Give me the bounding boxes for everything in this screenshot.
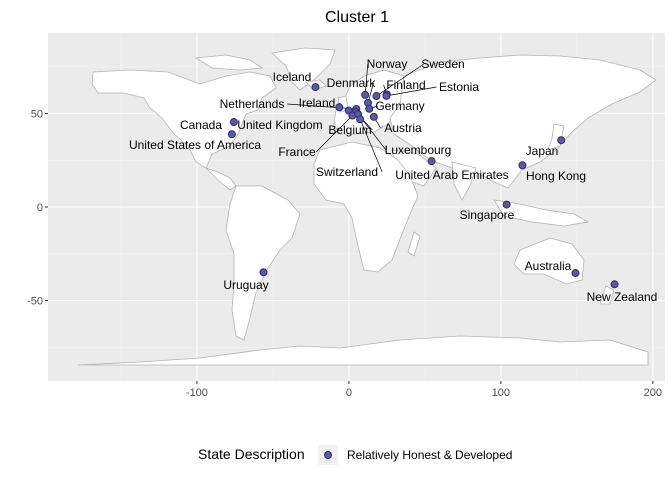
point-japan [557, 136, 566, 145]
point-label-iceland: Iceland [273, 70, 312, 84]
point-label-sweden: Sweden [421, 57, 464, 71]
land-australia [513, 237, 585, 285]
leader-line-switzerland [359, 119, 383, 173]
land-maritime-asia [493, 199, 590, 227]
leader-line-france [315, 115, 353, 153]
point-new-zealand [610, 280, 619, 289]
point-label-united-arab-emirates: United Arab Emirates [395, 168, 508, 182]
land-india [451, 161, 477, 201]
point-label-united-states-of-america: United States of America [129, 138, 261, 152]
x-tick-label: 0 [346, 387, 352, 399]
land-new-zealand [599, 285, 615, 305]
y-tick-label: -50 [27, 296, 43, 308]
point-australia [571, 269, 580, 278]
point-label-belgium: Belgium [328, 123, 371, 137]
point-label-uruguay: Uruguay [223, 278, 268, 292]
x-tick-label: 200 [644, 387, 662, 399]
point-label-canada: Canada [180, 118, 222, 132]
land-africa [313, 141, 419, 273]
land-asia [389, 54, 657, 189]
point-label-ireland: Ireland [299, 96, 336, 110]
point-united-states-of-america [227, 130, 236, 139]
land-madagascar [407, 231, 421, 257]
point-iceland [311, 83, 320, 92]
point-united-arab-emirates [427, 157, 436, 166]
point-label-finland: Finland [386, 78, 425, 92]
x-tick-label: 100 [492, 387, 510, 399]
point-sweden [372, 92, 381, 101]
data-points [227, 83, 619, 289]
point-label-united-kingdom: United Kingdom [237, 118, 322, 132]
legend-title: State Description [198, 446, 305, 462]
leader-line-estonia [386, 86, 437, 97]
y-axis-ticks: -50 0 50 [27, 108, 48, 308]
x-axis-ticks: -100 0 100 200 [186, 381, 662, 399]
point-label-switzerland: Switzerland [316, 165, 378, 179]
x-tick-label: -100 [186, 387, 208, 399]
point-label-singapore: Singapore [460, 208, 515, 222]
label-leader-lines [287, 63, 437, 173]
legend-entry-label: Relatively Honest & Developed [347, 448, 512, 462]
land-greenland [271, 47, 336, 91]
leader-line-netherlands [287, 103, 357, 110]
chart-title: Cluster 1 [325, 9, 389, 26]
point-labels: Iceland Norway Sweden Finland Estonia Denmark… [129, 57, 657, 304]
world-land-layer [77, 47, 657, 366]
point-label-australia: Australia [525, 259, 572, 273]
point-label-denmark: Denmark [327, 76, 377, 90]
point-germany [365, 104, 374, 113]
point-estonia [382, 91, 391, 100]
point-label-estonia: Estonia [439, 80, 479, 94]
leader-line-sweden [376, 63, 424, 97]
point-label-hong-kong: Hong Kong [526, 169, 586, 183]
point-label-france: France [278, 145, 316, 159]
point-label-new-zealand: New Zealand [587, 290, 658, 304]
point-label-norway: Norway [367, 57, 408, 71]
point-hong-kong [518, 161, 527, 170]
point-austria [369, 112, 378, 121]
point-label-germany: Germany [375, 99, 424, 113]
point-norway [361, 90, 370, 99]
point-switzerland [356, 115, 365, 124]
point-ireland [335, 103, 344, 112]
legend-key-point [324, 451, 332, 459]
point-singapore [502, 200, 511, 209]
y-tick-label: 50 [31, 108, 43, 120]
point-label-austria: Austria [384, 121, 422, 135]
land-antarctica [77, 335, 649, 366]
legend: State Description Relatively Honest & De… [198, 445, 512, 465]
point-canada [229, 118, 238, 127]
point-label-luxembourg: Luxembourg [385, 143, 452, 157]
land-south-america [225, 185, 301, 341]
point-label-japan: Japan [526, 144, 559, 158]
point-label-netherlands: Netherlands [220, 97, 285, 111]
point-uruguay [259, 268, 268, 277]
leader-line-norway [364, 63, 369, 95]
land-arctic-islands [194, 54, 264, 71]
land-north-america [91, 69, 277, 169]
y-tick-label: 0 [37, 202, 43, 214]
